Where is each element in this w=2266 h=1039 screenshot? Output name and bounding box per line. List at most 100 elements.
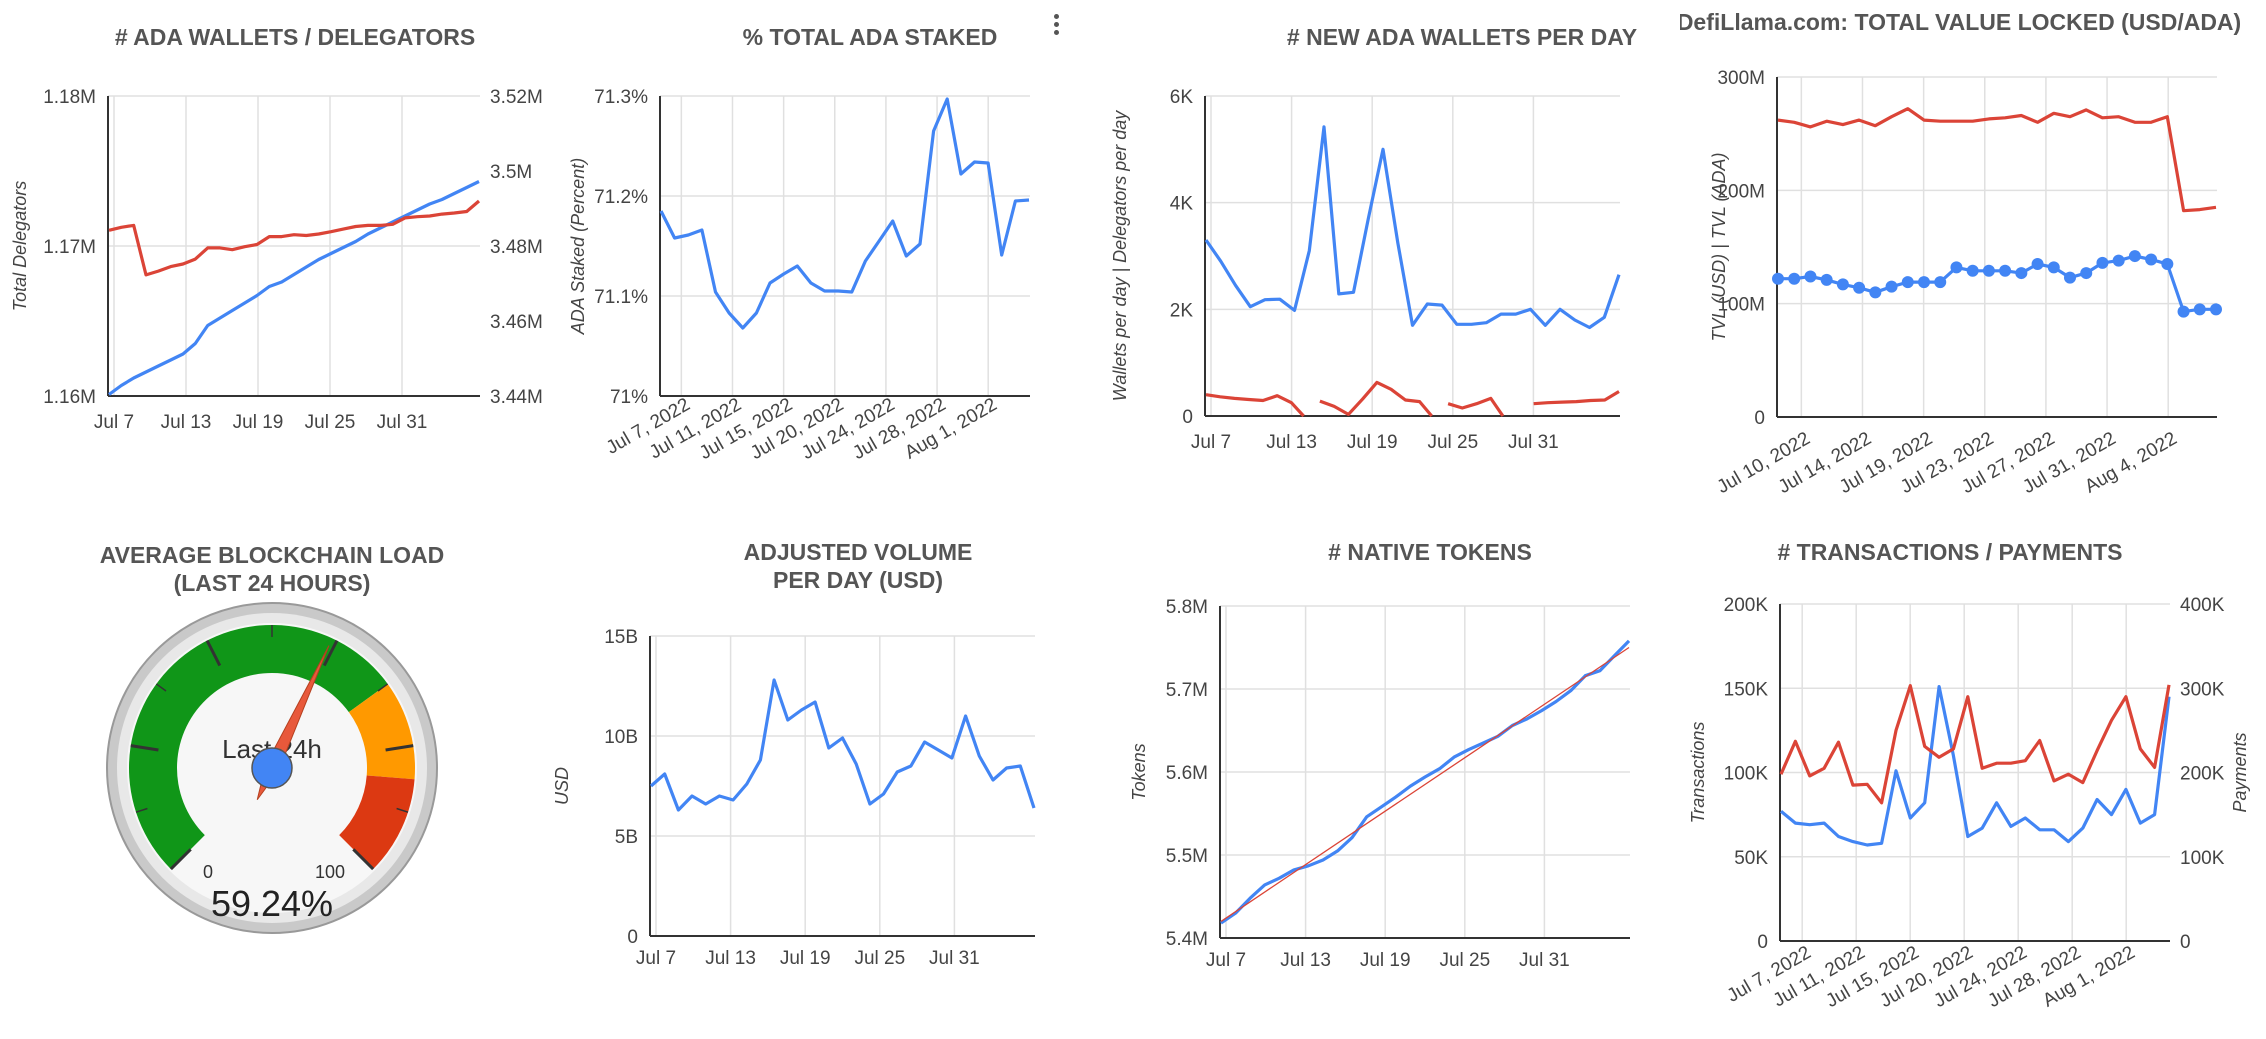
x-tick-label: Jul 13 — [1266, 432, 1317, 453]
x-tick-label: Jul 31 — [929, 948, 980, 969]
gauge-min-label: 0 — [203, 862, 213, 882]
y-tick-label-right: 300K — [2180, 679, 2225, 700]
series-line — [108, 180, 480, 396]
y-tick-label: 5.8M — [1166, 597, 1208, 618]
chart-title: DefiLlama.com: TOTAL VALUE LOCKED (USD/A… — [1680, 9, 2241, 35]
gauge-tick — [155, 683, 167, 692]
gauge-tick — [205, 639, 222, 667]
y-tick-label-right: 3.48M — [490, 237, 543, 258]
y-tick-label: 1.17M — [43, 237, 96, 258]
data-point — [2145, 253, 2158, 266]
y-tick-label: 0 — [1754, 408, 1765, 429]
chart-svg: # TRANSACTIONS / PAYMENTS 0 50K 100K 150K 200… — [1688, 539, 2250, 1012]
chart-title: # TRANSACTIONS / PAYMENTS — [1777, 539, 2122, 565]
data-point — [1836, 278, 1849, 291]
gauge-svg: AVERAGE BLOCKCHAIN LOAD(LAST 24 HOURS)La… — [100, 542, 445, 934]
gauge-tick — [352, 848, 375, 871]
x-tick-label: Jul 13 — [1280, 950, 1331, 971]
chart-defillama-tvl: DefiLlama.com: TOTAL VALUE LOCKED (USD/A… — [1677, 0, 2266, 520]
y-tick-label: 71.1% — [594, 287, 648, 308]
y-axis-title: Tokens — [1129, 743, 1149, 800]
gauge-tick — [135, 807, 148, 813]
x-tick-label: Jul 13 — [705, 948, 756, 969]
gauge-blockchain-load: AVERAGE BLOCKCHAIN LOAD (LAST 24 HOURS) La… — [0, 530, 560, 1034]
y-tick-label-right: 100K — [2180, 848, 2225, 869]
x-tick-label: Jul 7 — [1191, 432, 1231, 453]
gauge-tick — [385, 744, 414, 752]
y-tick-label-right: 3.44M — [490, 387, 543, 408]
data-point — [1966, 264, 1979, 277]
chart-title: # NATIVE TOKENS — [1328, 539, 1532, 565]
data-point — [2080, 267, 2093, 280]
data-point — [1982, 264, 1995, 277]
series-line — [1778, 254, 2216, 314]
y-tick-label: 5.5M — [1166, 846, 1208, 867]
y-axis-title: USD — [552, 767, 572, 805]
data-point — [1901, 276, 1914, 289]
y-tick-label: 5.4M — [1166, 929, 1208, 950]
data-point — [1885, 280, 1898, 293]
data-point — [2161, 258, 2174, 270]
chart-title: % TOTAL ADA STAKED — [743, 24, 998, 50]
gauge-tick — [130, 744, 159, 752]
series-line — [1779, 685, 2171, 847]
y-axis-title: Total Delegators — [10, 181, 30, 311]
chart-title: # ADA WALLETS / DELEGATORS — [115, 24, 475, 50]
y-tick-label-right: 400K — [2180, 595, 2225, 616]
y-tick-label: 4K — [1170, 194, 1194, 215]
x-tick-label: Jul 19 — [233, 412, 284, 433]
gauge-band — [348, 683, 415, 780]
y-tick-label-right: 200K — [2180, 764, 2225, 785]
y-tick-label: 300M — [1717, 68, 1765, 89]
x-tick-label: Jul 25 — [1439, 950, 1490, 971]
chart-title: PER DAY (USD) — [773, 567, 943, 593]
y-axis-title: ADA Staked (Percent) — [568, 158, 588, 335]
y-tick-label: 1.18M — [43, 87, 96, 108]
y-axis-title: Wallets per day | Delegators per day — [1110, 110, 1130, 401]
y-tick-label: 5.7M — [1166, 680, 1208, 701]
chart-svg: DefiLlama.com: TOTAL VALUE LOCKED (USD/A… — [1677, 9, 2241, 498]
y-tick-label: 71.3% — [594, 87, 648, 108]
more-vert-icon[interactable] — [1048, 12, 1064, 42]
y-tick-label-right: 3.5M — [490, 162, 532, 183]
gauge-tick — [322, 639, 339, 667]
x-tick-label: Jul 7 — [94, 412, 134, 433]
y-tick-label: 0 — [627, 927, 638, 948]
data-point — [2031, 258, 2044, 270]
y-tick-label-right: 3.46M — [490, 312, 543, 333]
y-tick-label: 2K — [1170, 300, 1194, 321]
chart-total-ada-staked: % TOTAL ADA STAKED 71% 71.1% 71.2% 71.3% Jul … — [560, 0, 1080, 500]
series-line — [108, 199, 481, 277]
data-point — [2193, 303, 2206, 316]
y-tick-label: 200K — [1724, 595, 1769, 616]
series-line — [649, 678, 1036, 812]
trend-line — [1220, 646, 1630, 922]
data-point — [2064, 271, 2076, 284]
gauge-band — [339, 775, 415, 870]
data-point — [1772, 272, 1784, 285]
gauge-tick — [377, 683, 389, 692]
y-tick-label: 5B — [615, 827, 638, 848]
x-tick-label: Jul 7 — [636, 948, 676, 969]
y-tick-label-right: 3.52M — [490, 87, 543, 108]
x-tick-label: Jul 19 — [1347, 432, 1398, 453]
chart-title: ADJUSTED VOLUME — [744, 539, 973, 565]
y-tick-label: 200M — [1717, 181, 1765, 202]
y-tick-label: 0 — [1757, 932, 1768, 953]
series-line — [1779, 684, 2171, 805]
gauge-tick — [396, 807, 409, 813]
data-point — [1869, 286, 1882, 299]
series-line — [1205, 380, 1620, 418]
x-tick-label: Jul 19 — [780, 948, 831, 969]
data-point — [1934, 276, 1947, 289]
data-point — [2128, 250, 2141, 263]
gauge-value: 59.24% — [211, 883, 333, 924]
chart-adjusted-volume: ADJUSTED VOLUME PER DAY (USD) 0 5B 10B 15B Jul… — [540, 530, 1080, 1034]
y-axis-title: Transactions — [1688, 722, 1708, 824]
data-point — [1999, 264, 2012, 277]
y-tick-label: 1.16M — [43, 387, 96, 408]
data-point — [1788, 272, 1801, 285]
data-point — [1804, 270, 1817, 283]
gauge-title: AVERAGE BLOCKCHAIN LOAD — [100, 542, 445, 568]
